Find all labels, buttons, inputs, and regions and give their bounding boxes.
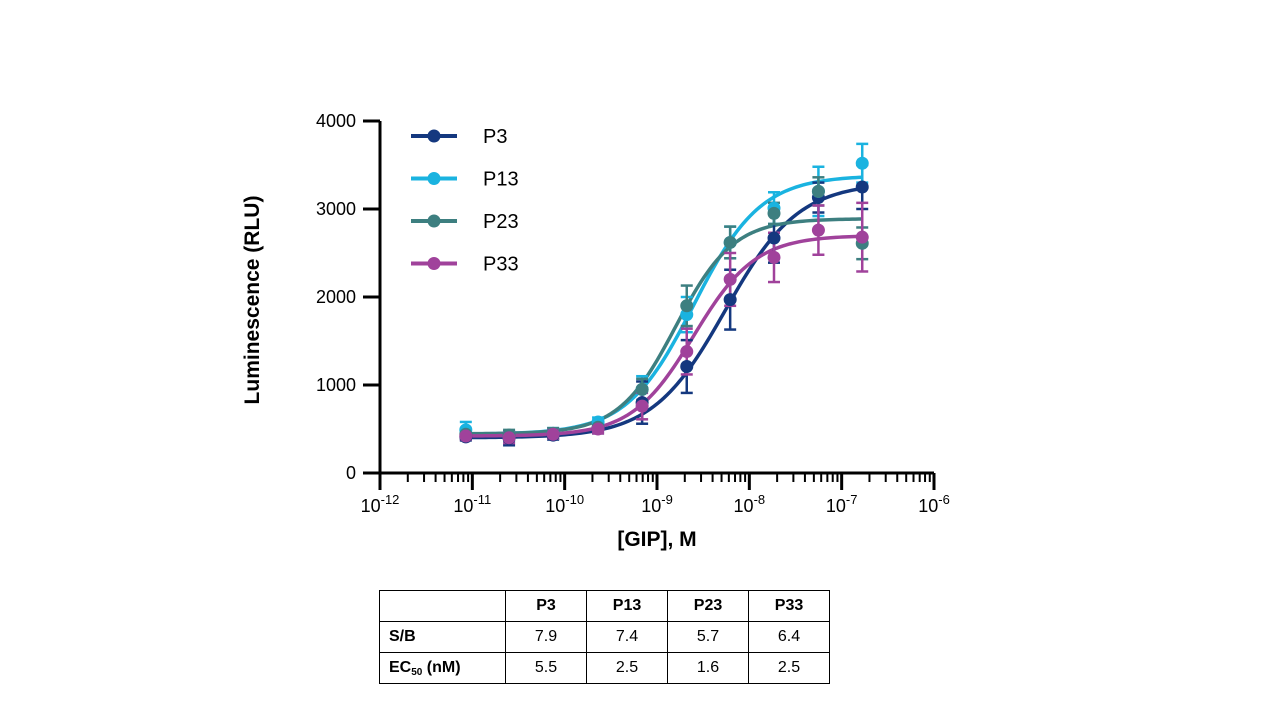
data-point-p3 <box>855 180 869 194</box>
data-point-p33 <box>635 399 649 413</box>
x-tick-label: 10-9 <box>641 492 673 516</box>
legend-label: P3 <box>483 126 507 148</box>
x-tick-label: 10-8 <box>734 492 766 516</box>
summary-table: P3 P13 P23 P33 S/B 7.9 7.4 5.7 6.4 EC50 … <box>379 590 830 684</box>
y-tick-label: 1000 <box>316 375 356 395</box>
data-point-p33 <box>811 223 825 237</box>
ec-unit: (nM) <box>422 658 461 676</box>
data-point-p33 <box>855 230 869 244</box>
fit-curve-p33 <box>465 234 863 438</box>
x-axis-title: [GIP], M <box>617 528 696 551</box>
data-point-p33 <box>591 422 605 436</box>
y-tick-label: 0 <box>346 463 356 483</box>
legend-label: P13 <box>483 169 519 191</box>
table-header-cell: P3 <box>505 590 587 622</box>
data-point-p33 <box>680 345 694 359</box>
x-tick-label: 10-12 <box>361 492 400 516</box>
data-point-p33 <box>767 250 781 264</box>
data-point-p33 <box>459 429 473 443</box>
x-tick-label: 10-11 <box>453 492 491 516</box>
table-row: EC50 (nM) 5.5 2.5 1.6 2.5 <box>379 652 830 684</box>
table-header-cell: P13 <box>586 590 668 622</box>
data-point-p23 <box>811 184 825 198</box>
data-point-p33 <box>502 431 516 445</box>
legend-label: P23 <box>483 211 519 233</box>
ec-subscript: 50 <box>411 666 423 678</box>
table-cell: 6.4 <box>748 621 830 653</box>
data-point-p23 <box>723 235 737 249</box>
table-header-row: P3 P13 P23 P33 <box>379 590 830 622</box>
table-header-cell: P33 <box>748 590 830 622</box>
x-tick-label: 10-10 <box>545 492 584 516</box>
table-cell: 7.9 <box>505 621 587 653</box>
data-point-p23 <box>767 206 781 220</box>
data-point-p23 <box>635 382 649 396</box>
legend-marker <box>427 172 441 185</box>
axes: 0 1000 2000 3000 4000 10-12 10-11 10-10 10-9 10-8… <box>316 111 950 516</box>
data-point-p3 <box>723 293 737 307</box>
x-tick-label: 10-7 <box>826 492 858 516</box>
data-point-p23 <box>680 299 694 313</box>
data-point-p33 <box>546 427 560 441</box>
table-cell: 5.7 <box>667 621 749 653</box>
fit-curves <box>465 175 863 440</box>
data-points <box>459 156 869 445</box>
legend-marker <box>427 214 441 228</box>
data-point-p3 <box>680 360 694 374</box>
fit-curve-p3 <box>465 186 863 440</box>
legend-marker <box>427 129 441 143</box>
data-point-p33 <box>723 272 737 286</box>
table-header-cell <box>379 590 506 622</box>
table-row-label: S/B <box>379 621 506 653</box>
y-tick-label: 2000 <box>316 287 356 307</box>
table-row: S/B 7.9 7.4 5.7 6.4 <box>379 621 830 653</box>
y-tick-label: 3000 <box>316 199 356 219</box>
data-point-p3 <box>767 231 781 245</box>
y-tick-label: 4000 <box>316 111 356 131</box>
legend: P3 P13 P23 P33 <box>411 126 519 276</box>
data-point-p13 <box>855 156 869 170</box>
table-header-cell: P23 <box>667 590 749 622</box>
table-cell: 2.5 <box>586 652 668 684</box>
fit-curve-p23 <box>465 217 863 436</box>
table-cell: 7.4 <box>586 621 668 653</box>
table-row-label: EC50 (nM) <box>379 652 506 684</box>
table-cell: 2.5 <box>748 652 830 684</box>
table-cell: 5.5 <box>505 652 587 684</box>
legend-label: P33 <box>483 254 519 276</box>
legend-marker <box>427 257 441 270</box>
table-cell: 1.6 <box>667 652 749 684</box>
x-tick-label: 10-6 <box>918 492 950 516</box>
ec-label: EC <box>389 658 412 676</box>
y-axis-title: Luminescence (RLU) <box>241 196 264 405</box>
